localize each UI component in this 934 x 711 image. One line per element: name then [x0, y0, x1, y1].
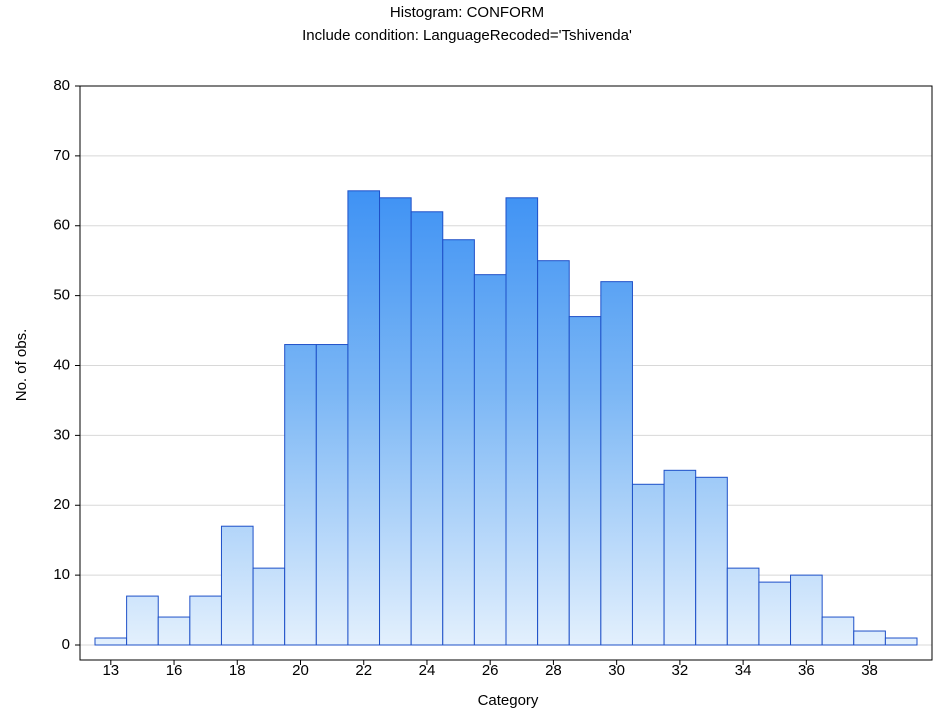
bar	[663, 469, 697, 646]
bar	[347, 190, 381, 646]
bar	[537, 260, 570, 646]
x-tick-label: 20	[292, 662, 309, 679]
bar	[726, 567, 760, 646]
x-tick-label: 22	[355, 662, 372, 679]
x-axis-label: Category	[478, 692, 539, 709]
bar	[189, 595, 222, 646]
x-tick-label: 16	[166, 662, 183, 679]
bar	[410, 211, 444, 646]
bar	[853, 630, 886, 646]
bar	[473, 274, 507, 646]
x-tick-label: 32	[672, 662, 689, 679]
x-tick-label: 38	[861, 662, 878, 679]
bar	[821, 616, 855, 646]
bar	[315, 344, 349, 646]
x-tick-label: 28	[545, 662, 562, 679]
y-tick-label: 60	[53, 217, 70, 234]
bar	[884, 637, 918, 646]
bar	[157, 616, 191, 646]
y-tick-label: 20	[53, 496, 70, 513]
x-tick-label: 18	[229, 662, 246, 679]
bar	[379, 197, 412, 646]
chart-title: Histogram: CONFORM	[390, 4, 544, 21]
y-tick-label: 0	[62, 636, 70, 653]
x-tick-label: 13	[102, 662, 119, 679]
bar	[284, 344, 317, 646]
bar	[695, 476, 728, 646]
chart-subtitle: Include condition: LanguageRecoded='Tshi…	[302, 27, 632, 44]
y-tick-label: 10	[53, 566, 70, 583]
x-tick-label: 34	[735, 662, 752, 679]
x-tick-label: 30	[608, 662, 625, 679]
x-tick-label: 24	[419, 662, 436, 679]
plot-frame	[79, 85, 933, 661]
plot-area: 0 10 20 30 40 50 60 70 80 13 16 18 20 22 24 26 28 30 32 34 3…	[53, 77, 932, 679]
bar	[631, 483, 665, 646]
y-tick-label: 40	[53, 356, 70, 373]
x-tick-label: 26	[482, 662, 499, 679]
bar	[442, 239, 475, 646]
y-axis-label: No. of obs.	[13, 329, 30, 402]
x-tick-label: 36	[798, 662, 815, 679]
bar	[600, 281, 633, 646]
y-tick-label: 80	[53, 77, 70, 94]
y-tick-label: 30	[53, 426, 70, 443]
bar	[126, 595, 159, 646]
y-tick-label: 50	[53, 287, 70, 304]
bar	[790, 574, 823, 646]
y-tick-label: 70	[53, 147, 70, 164]
bar	[758, 581, 792, 646]
bar	[252, 567, 286, 646]
bar	[568, 316, 602, 646]
bar	[94, 637, 128, 646]
bar	[220, 525, 254, 646]
bar	[505, 197, 539, 646]
